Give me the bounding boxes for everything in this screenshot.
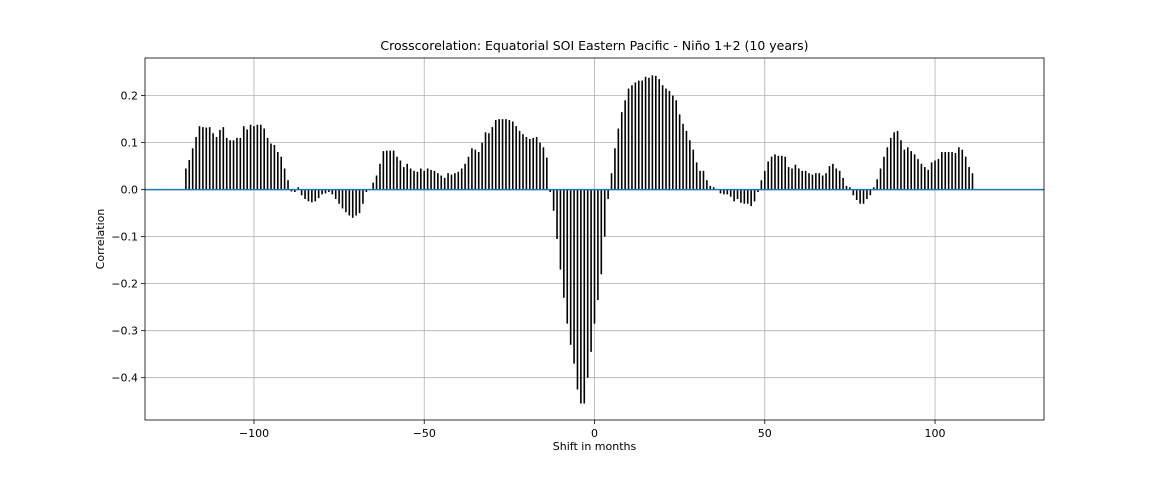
x-axis-label: Shift in months [553, 440, 637, 453]
y-tick-label: −0.4 [111, 372, 138, 385]
x-tick-label: 0 [591, 427, 598, 440]
y-tick-label: −0.2 [111, 278, 138, 291]
bars [185, 75, 974, 404]
y-axis-label: Correlation [94, 209, 107, 270]
y-tick-label: 0.1 [121, 137, 139, 150]
y-tick-label: 0.2 [121, 90, 139, 103]
y-tick-label: −0.1 [111, 231, 138, 244]
chart-title: Crosscorelation: Equatorial SOI Eastern … [380, 38, 808, 53]
x-tick-label: 100 [925, 427, 946, 440]
x-tick-label: 50 [758, 427, 772, 440]
y-tick-label: −0.3 [111, 325, 138, 338]
x-tick-label: −50 [413, 427, 436, 440]
y-tick-label: 0.0 [121, 184, 139, 197]
x-tick-label: −100 [239, 427, 269, 440]
ticks: −100 −50 0 50 100 −0.4 −0.3 −0.2 −0.1 0.0 0.1 0.2 [111, 90, 945, 440]
